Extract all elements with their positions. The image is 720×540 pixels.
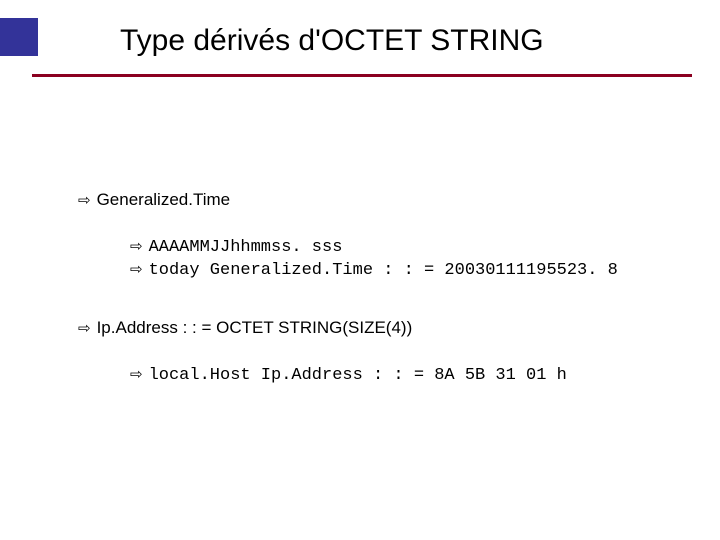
section-heading-row: ⇨ Ip.Address : : = OCTET STRING(SIZE(4)) bbox=[78, 318, 678, 338]
sub-list: ⇨ AAAAMMJJhhmmss. sss ⇨ today Generalize… bbox=[130, 238, 678, 280]
list-item: ⇨ AAAAMMJJhhmmss. sss bbox=[130, 238, 678, 257]
arrow-icon: ⇨ bbox=[78, 321, 91, 336]
section-heading: Generalized.Time bbox=[97, 190, 231, 210]
arrow-icon: ⇨ bbox=[130, 262, 143, 277]
arrow-icon: ⇨ bbox=[78, 193, 91, 208]
section-ip-address: ⇨ Ip.Address : : = OCTET STRING(SIZE(4))… bbox=[78, 318, 678, 385]
arrow-icon: ⇨ bbox=[130, 367, 143, 382]
code-text: local.Host Ip.Address : : = 8A 5B 31 01 … bbox=[149, 366, 567, 385]
code-text: AAAAMMJJhhmmss. sss bbox=[149, 238, 343, 257]
slide-title: Type dérivés d'OCTET STRING bbox=[120, 24, 544, 58]
list-item: ⇨ today Generalized.Time : : = 200301111… bbox=[130, 261, 678, 280]
sub-list: ⇨ local.Host Ip.Address : : = 8A 5B 31 0… bbox=[130, 366, 678, 385]
corner-accent bbox=[0, 18, 38, 56]
arrow-icon: ⇨ bbox=[130, 239, 143, 254]
slide-content: ⇨ Generalized.Time ⇨ AAAAMMJJhhmmss. sss… bbox=[78, 190, 678, 423]
section-heading: Ip.Address : : = OCTET STRING(SIZE(4)) bbox=[97, 318, 413, 338]
code-text: today Generalized.Time : : = 20030111195… bbox=[149, 261, 618, 280]
list-item: ⇨ local.Host Ip.Address : : = 8A 5B 31 0… bbox=[130, 366, 678, 385]
section-generalized-time: ⇨ Generalized.Time ⇨ AAAAMMJJhhmmss. sss… bbox=[78, 190, 678, 280]
section-heading-row: ⇨ Generalized.Time bbox=[78, 190, 678, 210]
title-underline bbox=[32, 74, 692, 77]
